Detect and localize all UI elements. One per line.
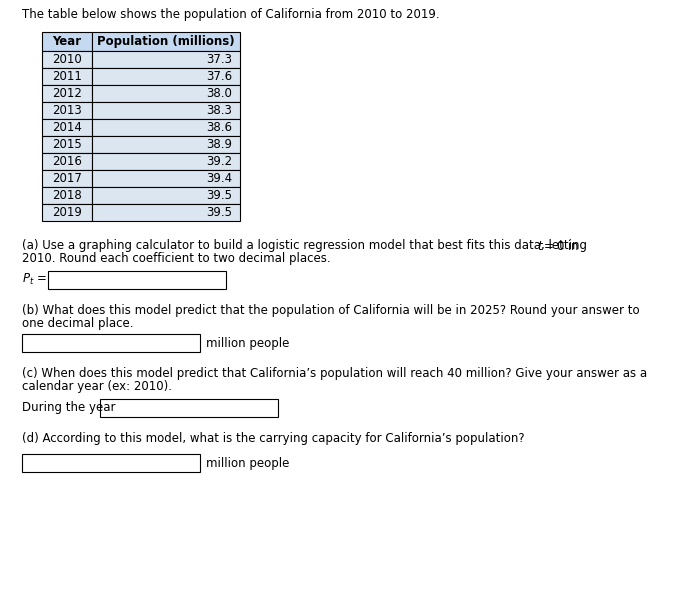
Text: 39.2: 39.2 (206, 155, 232, 168)
Text: 2013: 2013 (52, 104, 82, 117)
Text: 2014: 2014 (52, 121, 82, 134)
Bar (100, 399, 278, 417)
Text: 38.3: 38.3 (206, 104, 232, 117)
Text: 2010. Round each coefficient to two decimal places.: 2010. Round each coefficient to two deci… (22, 252, 331, 265)
Bar (92, 32, 240, 51)
Text: 39.4: 39.4 (206, 172, 232, 185)
Text: During the year: During the year (22, 402, 116, 414)
Bar (42, 187, 92, 204)
Bar (92, 187, 240, 204)
Bar (92, 68, 240, 85)
Bar (92, 85, 240, 102)
Text: 39.5: 39.5 (206, 206, 232, 219)
Bar (42, 102, 92, 119)
Text: 2019: 2019 (52, 206, 82, 219)
Text: (a) Use a graphing calculator to build a logistic regression model that best fit: (a) Use a graphing calculator to build a… (22, 239, 590, 252)
Bar (22, 334, 200, 352)
Text: 38.0: 38.0 (206, 87, 232, 100)
Bar (42, 51, 92, 68)
Bar (92, 51, 240, 68)
Text: million people: million people (206, 337, 289, 349)
Text: 2012: 2012 (52, 87, 82, 100)
Text: 38.6: 38.6 (206, 121, 232, 134)
Text: calendar year (ex: 2010).: calendar year (ex: 2010). (22, 380, 172, 393)
Text: $t = 0$ in: $t = 0$ in (537, 239, 579, 253)
Text: 2016: 2016 (52, 155, 82, 168)
Bar (22, 454, 200, 472)
Bar (92, 136, 240, 153)
Bar (92, 153, 240, 170)
Bar (92, 102, 240, 119)
Text: million people: million people (206, 457, 289, 469)
Text: 2015: 2015 (52, 138, 82, 151)
Text: 2017: 2017 (52, 172, 82, 185)
Bar (42, 153, 92, 170)
Text: Population (millions): Population (millions) (97, 35, 235, 48)
Text: (c) When does this model predict that California’s population will reach 40 mill: (c) When does this model predict that Ca… (22, 367, 647, 380)
Text: 39.5: 39.5 (206, 189, 232, 202)
Text: Year: Year (53, 35, 82, 48)
Text: 2018: 2018 (52, 189, 82, 202)
Text: The table below shows the population of California from 2010 to 2019.: The table below shows the population of … (22, 8, 440, 21)
Bar (92, 170, 240, 187)
Bar (48, 271, 226, 289)
Bar (42, 119, 92, 136)
Text: 38.9: 38.9 (206, 138, 232, 151)
Text: one decimal place.: one decimal place. (22, 317, 134, 330)
Bar (92, 119, 240, 136)
Text: 37.6: 37.6 (206, 70, 232, 83)
Text: 2011: 2011 (52, 70, 82, 83)
Text: 37.3: 37.3 (206, 53, 232, 66)
Bar (42, 68, 92, 85)
Bar (42, 85, 92, 102)
Bar (92, 204, 240, 221)
Bar (42, 204, 92, 221)
Text: (b) What does this model predict that the population of California will be in 20: (b) What does this model predict that th… (22, 304, 640, 317)
Bar (42, 136, 92, 153)
Text: 2010: 2010 (52, 53, 82, 66)
Text: $P_t\,=$: $P_t\,=$ (22, 272, 47, 287)
Text: (d) According to this model, what is the carrying capacity for California’s popu: (d) According to this model, what is the… (22, 432, 525, 445)
Bar (42, 170, 92, 187)
Bar (42, 32, 92, 51)
